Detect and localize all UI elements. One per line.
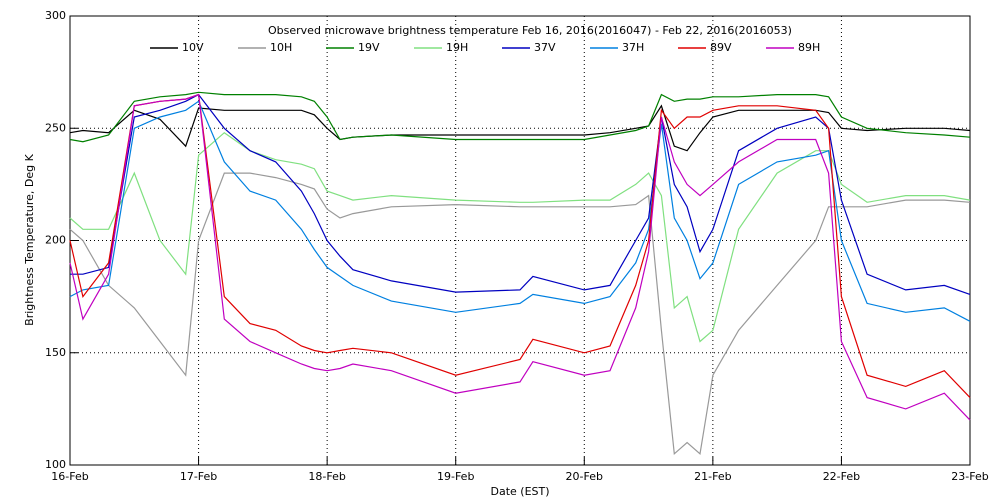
legend-label: 89H xyxy=(798,41,820,54)
x-tick-label: 16-Feb xyxy=(51,470,88,483)
y-tick-label: 200 xyxy=(45,234,66,247)
series-line xyxy=(69,131,971,343)
legend-label: 37V xyxy=(534,41,556,54)
x-tick-label: 17-Feb xyxy=(180,470,217,483)
x-tick-label: 21-Feb xyxy=(694,470,731,483)
series-line xyxy=(69,91,971,143)
y-tick-label: 250 xyxy=(45,121,66,134)
y-axis-label: Brightness Temperature, Deg K xyxy=(23,153,36,325)
series-line xyxy=(69,93,971,421)
x-tick-label: 23-Feb xyxy=(951,470,988,483)
y-tick-label: 150 xyxy=(45,346,66,359)
y-tick-label: 100 xyxy=(45,458,66,471)
y-tick-label: 300 xyxy=(45,9,66,22)
legend-label: 19V xyxy=(358,41,380,54)
series-line xyxy=(69,172,971,456)
legend-label: 37H xyxy=(622,41,644,54)
x-axis-label: Date (EST) xyxy=(490,485,549,498)
x-tick-label: 22-Feb xyxy=(823,470,860,483)
x-tick-label: 18-Feb xyxy=(308,470,345,483)
series-line xyxy=(69,100,971,322)
legend-label: 89V xyxy=(710,41,732,54)
x-tick-label: 19-Feb xyxy=(437,470,474,483)
chart-title: Observed microwave brightness temperatur… xyxy=(268,24,792,37)
legend-label: 19H xyxy=(446,41,468,54)
legend-label: 10H xyxy=(270,41,292,54)
legend-label: 10V xyxy=(182,41,204,54)
x-tick-label: 20-Feb xyxy=(566,470,603,483)
